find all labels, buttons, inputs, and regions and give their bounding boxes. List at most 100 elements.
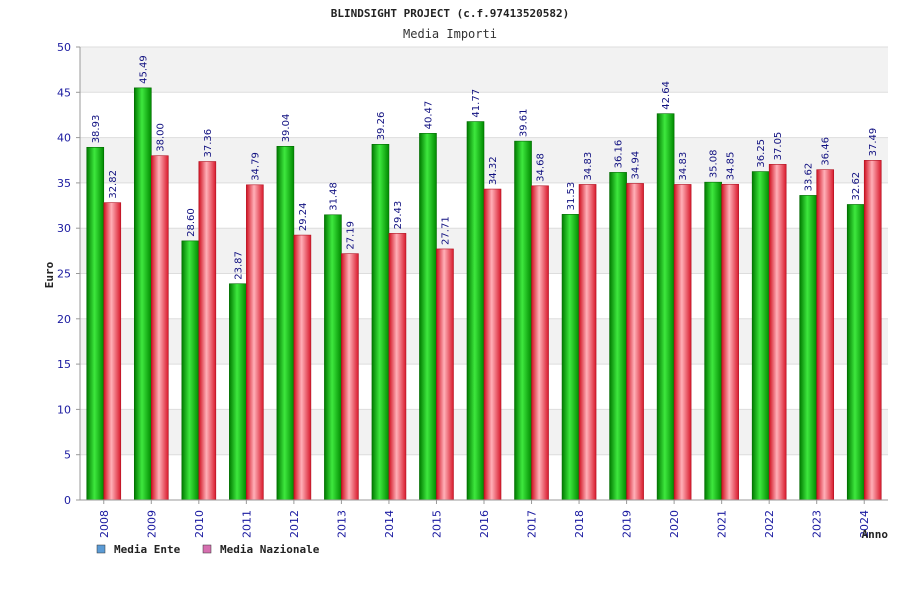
y-tick-label: 0 (64, 494, 71, 507)
bar-media-ente-2024 (846, 204, 865, 501)
chart-title: BLINDSIGHT PROJECT (c.f.97413520582) (331, 7, 569, 20)
y-tick-labels: 0 5 10 15 20 25 30 35 40 45 50 (57, 41, 80, 507)
data-label: 34.83 (583, 152, 594, 181)
bar-media-nazionale-2012 (293, 234, 312, 501)
bar-media-nazionale-2022 (768, 164, 787, 501)
x-tick-label: 2021 (716, 510, 729, 538)
data-label: 41.77 (471, 89, 482, 118)
x-tick-label: 2018 (573, 510, 586, 538)
legend-swatch-media-nazionale (202, 544, 212, 554)
data-label: 39.04 (281, 114, 292, 143)
data-label: 29.43 (393, 201, 404, 230)
data-label: 36.25 (756, 139, 767, 168)
x-axis-label: Anno (862, 528, 889, 541)
data-label: 38.93 (91, 115, 102, 144)
data-label: 27.71 (440, 216, 451, 245)
data-label: 37.49 (868, 128, 879, 157)
data-label: 29.24 (298, 202, 309, 231)
legend-label-media-nazionale: Media Nazionale (220, 543, 320, 556)
data-label: 31.48 (328, 182, 339, 211)
data-label: 40.47 (423, 101, 434, 130)
bar-media-ente-2022 (751, 171, 770, 501)
bar-media-ente-2008 (86, 146, 105, 501)
y-axis-label: Euro (43, 261, 56, 288)
bar-media-ente-2023 (799, 195, 818, 501)
bars (86, 87, 882, 501)
y-tick-label: 20 (57, 313, 71, 326)
x-tick-label: 2017 (526, 510, 539, 538)
data-label: 34.94 (631, 151, 642, 180)
x-tick-label: 2023 (811, 510, 824, 538)
data-label: 36.46 (821, 137, 832, 166)
data-label: 34.85 (726, 152, 737, 181)
bar-media-ente-2021 (704, 181, 722, 501)
bar-media-nazionale-2018 (578, 184, 597, 501)
data-label: 36.16 (614, 140, 625, 169)
data-label: 34.68 (536, 153, 547, 182)
data-label: 27.19 (345, 221, 356, 250)
x-tick-label: 2024 (858, 510, 871, 538)
bar-media-ente-2017 (514, 140, 532, 501)
data-label: 34.83 (678, 152, 689, 181)
bar-media-nazionale-2008 (103, 202, 122, 501)
bar-media-nazionale-2010 (198, 161, 217, 501)
bar-media-ente-2010 (181, 240, 200, 501)
x-tick-label: 2019 (621, 510, 634, 538)
data-label: 37.05 (773, 132, 784, 161)
bar-media-nazionale-2019 (626, 183, 644, 501)
bar-media-ente-2009 (133, 87, 152, 501)
data-label: 34.32 (488, 156, 499, 185)
x-tick-label: 2013 (335, 510, 348, 538)
data-label: 39.61 (519, 108, 530, 137)
x-tick-label: 2011 (240, 510, 253, 538)
bar-media-ente-2018 (561, 214, 580, 501)
data-label: 42.64 (661, 81, 672, 110)
x-tick-label: 2008 (98, 510, 111, 538)
grid-band (80, 47, 888, 93)
data-label: 32.62 (851, 172, 862, 201)
y-tick-label: 35 (57, 177, 71, 190)
data-label: 38.00 (155, 123, 166, 152)
bar-media-ente-2011 (229, 283, 247, 501)
bar-media-nazionale-2015 (436, 248, 454, 501)
data-label: 33.62 (804, 163, 815, 192)
x-tick-label: 2022 (763, 510, 776, 538)
bar-media-nazionale-2011 (246, 184, 264, 501)
bar-media-ente-2019 (609, 172, 627, 501)
bar-media-ente-2020 (656, 113, 675, 501)
data-label: 45.49 (138, 55, 149, 84)
y-tick-label: 25 (57, 268, 71, 281)
data-labels: 38.93 32.82 45.49 38.00 28.60 37.36 23.87 34.79… (91, 55, 879, 280)
data-label: 39.26 (376, 112, 387, 141)
bar-media-ente-2013 (324, 214, 342, 501)
data-label: 23.87 (233, 251, 244, 280)
y-tick-label: 10 (57, 403, 71, 416)
y-tick-label: 40 (57, 132, 71, 145)
y-tick-label: 5 (64, 449, 71, 462)
bar-media-ente-2016 (466, 121, 485, 501)
bar-media-nazionale-2013 (341, 253, 359, 501)
bar-media-ente-2012 (276, 145, 295, 501)
bar-media-nazionale-2021 (721, 183, 739, 501)
bar-media-ente-2015 (419, 133, 437, 501)
data-label: 28.60 (186, 208, 197, 237)
bar-media-nazionale-2020 (673, 184, 692, 501)
data-label: 31.53 (566, 182, 577, 211)
bar-media-nazionale-2024 (863, 160, 882, 501)
y-tick-label: 15 (57, 358, 71, 371)
legend: Media Ente Media Nazionale (96, 543, 320, 556)
chart-subtitle: Media Importi (403, 27, 497, 41)
x-tick-label: 2012 (288, 510, 301, 538)
y-tick-label: 50 (57, 41, 71, 54)
x-tick-label: 2014 (383, 510, 396, 538)
x-tick-labels: 2008 2009 2010 2011 2012 2013 2014 2015 2016 2017… (98, 500, 871, 538)
x-tick-label: 2010 (193, 510, 206, 538)
y-tick-label: 30 (57, 222, 71, 235)
y-tick-label: 45 (57, 86, 71, 99)
data-label: 32.82 (108, 170, 119, 199)
bar-media-nazionale-2023 (816, 169, 835, 501)
x-tick-label: 2009 (145, 510, 158, 538)
x-tick-label: 2020 (668, 510, 681, 538)
data-label: 35.08 (709, 150, 720, 179)
